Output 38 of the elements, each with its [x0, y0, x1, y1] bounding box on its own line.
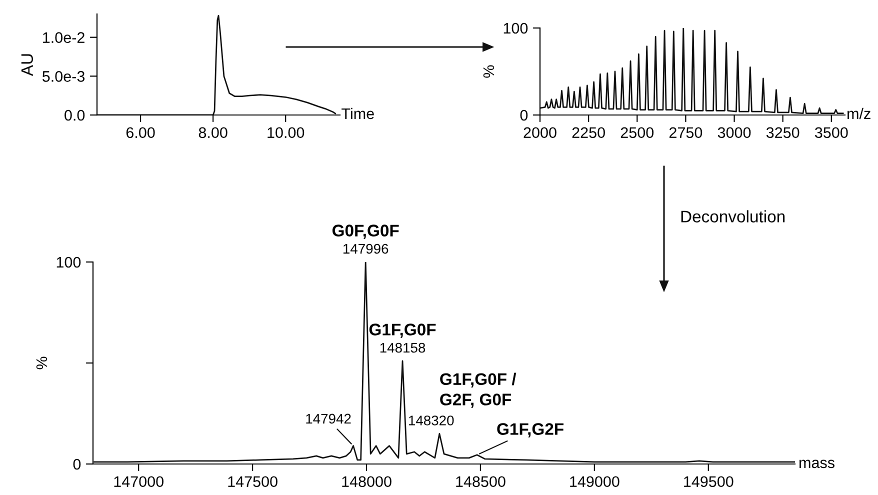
x-tick-label: 2250	[572, 127, 605, 138]
y-tick-label: 0.0	[64, 110, 85, 121]
x-tick-label: 8.00	[198, 127, 228, 138]
x-tick-label: 3000	[718, 127, 751, 138]
y-axis-title: %	[36, 356, 48, 370]
y-tick-label: 0	[73, 458, 81, 470]
y-tick-label: 1.0e-2	[43, 32, 84, 43]
y-tick-label: 100	[56, 256, 81, 268]
x-tick-label: 147000	[114, 476, 164, 488]
y-tick-label: 5.0e-3	[42, 71, 85, 82]
annotation: 147996	[343, 244, 388, 254]
annotation: G1F,G0F	[369, 324, 436, 338]
x-axis-title: m/z	[848, 108, 870, 120]
annotation: 148320	[408, 416, 454, 426]
x-tick-label: 149000	[570, 476, 620, 488]
x-tick-label: 10.00	[268, 127, 304, 138]
x-tick-label: 2000	[524, 127, 556, 138]
annotation: 147942	[306, 414, 351, 424]
x-axis-title: Time	[342, 108, 374, 120]
x-tick-label: 148500	[456, 476, 506, 488]
x-tick-label: 147500	[228, 476, 278, 488]
y-tick-label: 100	[504, 22, 528, 34]
x-tick-label: 2500	[620, 127, 654, 138]
annotation: 148158	[380, 342, 426, 353]
x-tick-label: 6.00	[126, 127, 155, 138]
x-axis-title: mass	[800, 460, 834, 468]
annotation: G1F,G2F	[497, 423, 564, 438]
y-axis-title: %	[483, 65, 494, 78]
x-tick-label: 3500	[814, 127, 848, 138]
annotation: G1F,G0F / G2F, G0F	[440, 372, 516, 408]
y-axis-title: AU	[21, 54, 34, 76]
x-tick-label: 3250	[766, 127, 800, 138]
y-tick-label: 0	[520, 110, 528, 121]
annotation: G0F,G0F	[332, 224, 399, 239]
x-tick-label: 148000	[342, 476, 392, 488]
text: Deconvolution	[681, 210, 785, 222]
x-tick-label: 149500	[684, 476, 734, 488]
x-tick-label: 2750	[669, 127, 702, 138]
